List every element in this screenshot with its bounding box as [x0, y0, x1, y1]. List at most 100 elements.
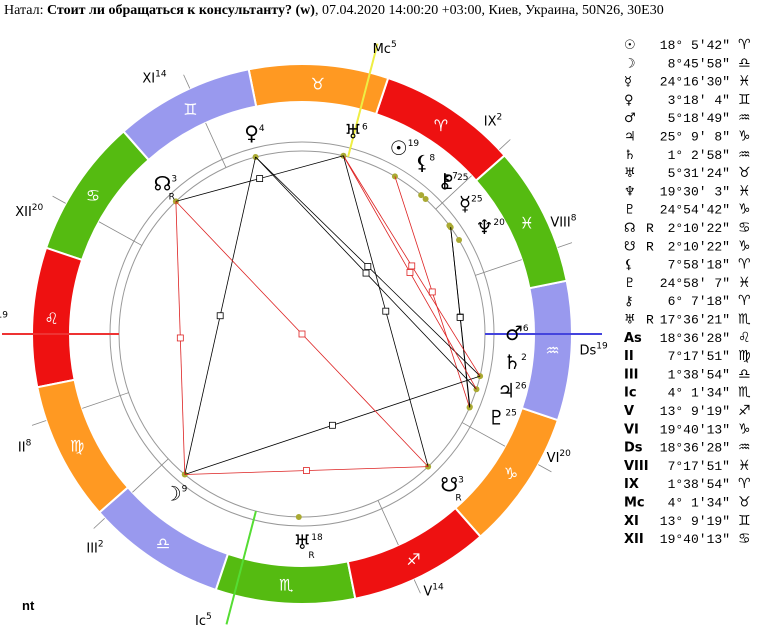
pos-sign: ♑	[738, 202, 751, 218]
sign-glyph: ♈	[434, 116, 448, 135]
pos-sign: ♋	[738, 220, 751, 236]
house-name: VIII	[550, 215, 570, 230]
pos-degree: 19°30′ 3″	[660, 184, 730, 199]
house-degree: 2	[497, 112, 503, 122]
house-label: Mc5	[373, 40, 397, 57]
house-cusp-outer	[183, 74, 191, 89]
pos-symbol: ♂	[624, 111, 636, 126]
pos-symbol: ♅	[624, 313, 636, 328]
planet-symbol: ☋	[440, 473, 458, 497]
pos-symbol: XII	[624, 532, 644, 547]
pos-degree: 1° 2′58″	[668, 148, 730, 163]
pos-sign: ♓	[738, 74, 751, 90]
planet-glyph: ☽9	[164, 482, 188, 506]
pos-degree: 18°36′28″	[660, 441, 730, 456]
house-degree: 5	[391, 40, 397, 50]
house-cusp	[475, 259, 522, 276]
planet-glyph: ☋3	[440, 473, 464, 497]
planet-glyph: ♅6	[344, 119, 368, 143]
house-name: XII	[15, 205, 32, 220]
house-label: II8	[18, 439, 32, 456]
planet-point	[456, 237, 463, 244]
pos-symbol: VI	[624, 422, 639, 437]
aspect-marker	[406, 269, 414, 276]
house-cusp-outer	[413, 579, 421, 594]
sign-glyph: ♌	[44, 309, 58, 328]
pos-degree: 5°18′49″	[668, 111, 730, 126]
pos-degree: 6° 7′18″	[668, 294, 730, 309]
pos-symbol: ☊	[624, 221, 636, 236]
house-degree: 2	[98, 540, 104, 550]
aspect-marker	[428, 288, 436, 296]
planet-retro: R	[308, 551, 314, 561]
pos-degree: 7°17′51″	[668, 349, 730, 364]
house-name: Mc	[373, 42, 391, 57]
house-degree: 5	[206, 612, 212, 622]
house-label: As19	[0, 310, 8, 327]
pos-retro: R	[646, 313, 654, 328]
pos-symbol: ♇	[624, 203, 636, 218]
house-cusp-outer	[538, 464, 552, 473]
house-cusp	[98, 221, 143, 246]
planet-degree: 25	[471, 194, 482, 204]
planet-point	[446, 222, 453, 229]
aspect-marker	[298, 330, 306, 338]
aspect-marker	[456, 314, 464, 321]
house-degree: 19	[596, 342, 608, 352]
pos-sign: ♑	[738, 238, 751, 254]
planet-symbol: ☽	[164, 482, 182, 506]
pos-degree: 24°16′30″	[660, 75, 730, 90]
house-name: Ds	[579, 344, 596, 359]
pos-sign: ♉	[738, 165, 751, 181]
pos-degree: 3°18′ 4″	[668, 93, 730, 108]
planet-glyph: ♆20	[475, 215, 505, 239]
aspect-marker	[408, 262, 416, 270]
pos-symbol: XI	[624, 514, 639, 529]
sign-glyph: ♋	[86, 186, 100, 205]
house-degree: 14	[155, 70, 167, 80]
house-cusp	[225, 510, 257, 625]
planet-point	[422, 196, 429, 203]
pos-degree: 4° 1′34″	[668, 496, 730, 511]
planet-symbol: ♇	[487, 406, 505, 430]
aspect-marker	[176, 334, 184, 342]
planet-symbol: ♇	[439, 170, 457, 194]
pos-degree: 19°40′13″	[660, 422, 730, 437]
house-cusp-outer	[31, 420, 47, 426]
pos-symbol: Ic	[624, 386, 637, 401]
pos-degree: 18° 5′42″	[660, 38, 730, 53]
pos-sign: ♏	[738, 385, 751, 401]
pos-retro: R	[646, 221, 654, 236]
house-cusp	[132, 458, 169, 493]
pos-symbol: ♃	[624, 130, 636, 145]
planet-symbol: ♄	[503, 350, 521, 374]
house-cusp	[82, 392, 129, 409]
house-cusp	[377, 500, 399, 546]
pos-sign: ♉	[738, 495, 751, 511]
house-label: VI20	[547, 449, 571, 466]
house-name: Ic	[195, 614, 206, 629]
planet-degree: 4	[259, 124, 265, 134]
sign-glyph: ♑	[504, 464, 518, 483]
sign-glyph: ♏	[279, 576, 293, 595]
pos-sign: ♒	[738, 110, 751, 126]
pos-sign: ♏	[738, 312, 751, 328]
house-name: II	[18, 441, 26, 456]
planet-retro: R	[455, 494, 461, 504]
pos-sign: ♈	[738, 476, 751, 492]
house-cusp	[435, 175, 472, 210]
pos-sign: ♓	[738, 183, 751, 199]
house-cusp-outer	[557, 242, 573, 248]
pos-sign: ♊	[738, 513, 751, 529]
planet-degree: 7	[452, 172, 458, 182]
pos-degree: 18°36′28″	[660, 331, 730, 346]
planet-degree: 18	[311, 533, 323, 543]
planet-symbol: ☊	[154, 171, 172, 195]
house-name: IX	[484, 114, 497, 129]
pos-sign: ♑	[738, 129, 751, 145]
planet-degree: 25	[505, 409, 516, 419]
pos-symbol: ⚷	[624, 294, 634, 309]
house-name: XI	[142, 72, 155, 87]
pos-degree: 1°38′54″	[668, 477, 730, 492]
